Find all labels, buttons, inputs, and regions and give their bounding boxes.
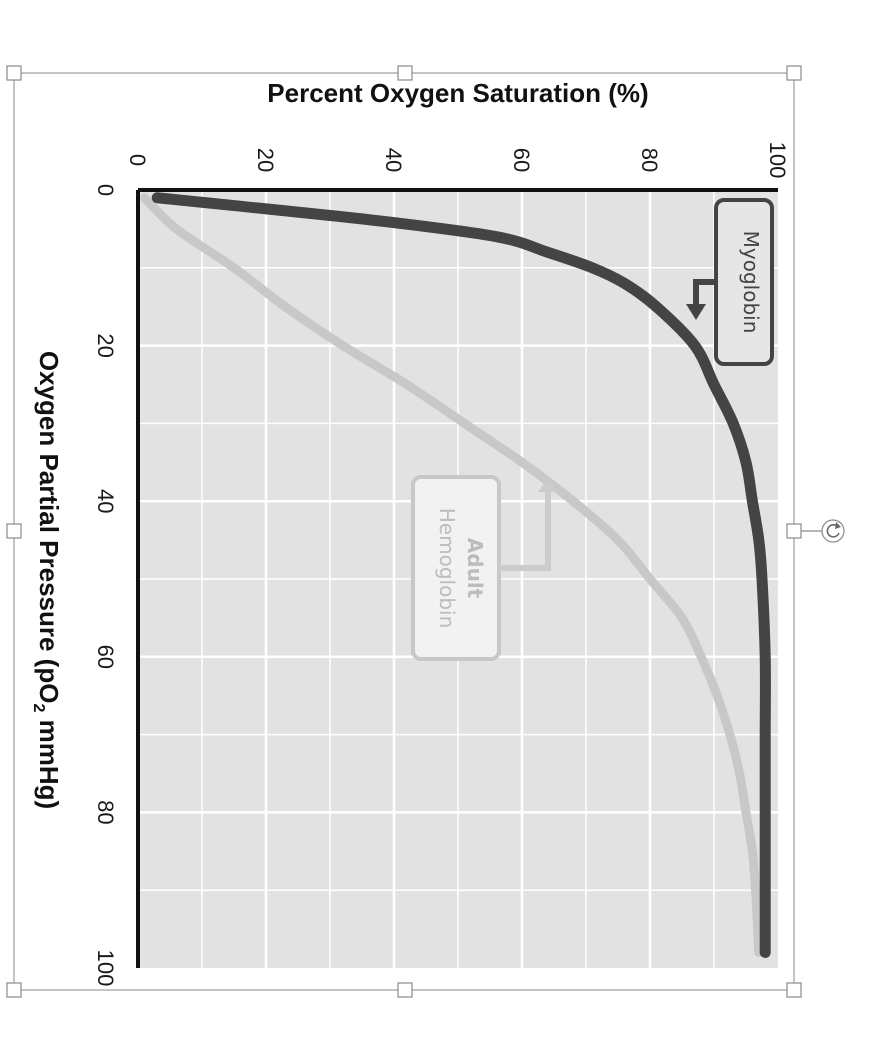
x-tick-label-20: 20 — [93, 333, 118, 357]
y-tick-label-40: 40 — [381, 148, 406, 172]
handle-bottom-left[interactable] — [6, 982, 22, 998]
y-tick-label-80: 80 — [637, 148, 662, 172]
x-axis-title: Oxygen Partial Pressure (pO2 mmHg) — [30, 351, 64, 809]
x-tick-label-100: 100 — [93, 950, 118, 987]
x-axis-title-tail: mmHg) — [34, 712, 64, 809]
handle-middle-left[interactable] — [6, 523, 22, 539]
y-tick-label-0: 0 — [125, 154, 150, 166]
tick-labels: 0 20 40 60 80 100 0 20 40 60 80 100 — [93, 142, 790, 987]
x-axis-title-main: Oxygen Partial Pressure (pO — [34, 351, 64, 704]
handle-top-right[interactable] — [786, 65, 802, 81]
series-line-adult-hemoglobin — [139, 193, 764, 957]
axes — [136, 188, 778, 968]
hemoglobin-label-line2: Hemoglobin — [435, 508, 459, 628]
hemoglobin-label-line1: Adult — [463, 538, 487, 599]
handle-middle-right[interactable] — [786, 523, 802, 539]
myoglobin-callout: Myoglobin — [686, 198, 774, 366]
x-tick-label-60: 60 — [93, 645, 118, 669]
series-line-myoglobin — [151, 192, 771, 958]
x-tick-label-0: 0 — [93, 184, 118, 196]
y-axis-title: Percent Oxygen Saturation (%) — [267, 78, 648, 108]
y-tick-label-100: 100 — [765, 142, 790, 179]
y-tick-label-20: 20 — [253, 148, 278, 172]
handle-bottom-center[interactable] — [397, 982, 413, 998]
x-tick-label-40: 40 — [93, 489, 118, 513]
series-layer — [139, 192, 771, 958]
rotate-icon[interactable] — [821, 519, 845, 543]
handle-bottom-right[interactable] — [786, 982, 802, 998]
x-tick-label-80: 80 — [93, 800, 118, 824]
hemoglobin-callout: Adult Hemoglobin — [411, 475, 558, 661]
handle-top-center[interactable] — [397, 65, 413, 81]
handle-top-left[interactable] — [6, 65, 22, 81]
myoglobin-label: Myoglobin — [739, 231, 763, 334]
y-tick-label-60: 60 — [509, 148, 534, 172]
x-axis-title-subscript: 2 — [30, 703, 47, 712]
